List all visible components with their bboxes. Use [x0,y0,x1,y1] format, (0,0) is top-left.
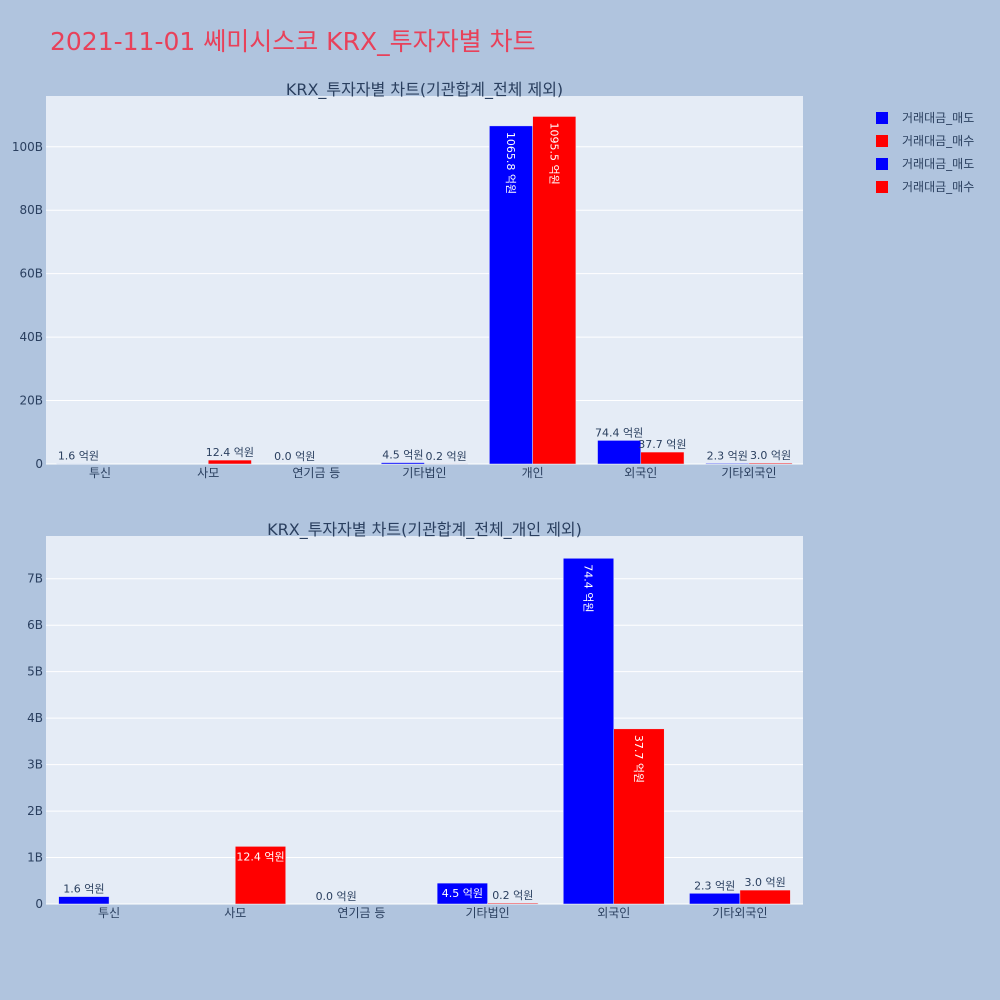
y-tick-label: 6B [27,618,43,632]
data-label: 12.4 억원 [206,446,254,459]
bar-sell [436,882,488,905]
x-tick-label: 기타외국인 [712,906,767,920]
y-tick-label: 4B [27,711,43,725]
x-tick-label: 사모 [224,906,246,920]
bar-buy [748,462,793,465]
y-tick-label: 7B [27,572,43,586]
data-label: 0.2 억원 [492,889,533,902]
x-tick-label: 외국인 [597,906,630,920]
data-label: 1.6 억원 [63,883,104,896]
y-tick-label: 1B [27,851,43,865]
y-tick-label: 80B [19,203,43,217]
data-label: 2.3 억원 [707,449,748,462]
bar-sell [597,440,642,465]
data-label: 4.5 억원 [442,887,483,900]
legend-item[interactable]: 거래대금_매도 [876,152,974,175]
bar-buy [532,116,577,465]
bar-sell [689,893,741,905]
chart-title: KRX_투자자별 차트(기관합계_전체 제외) [286,80,563,100]
data-label: 1.6 억원 [58,449,99,462]
bar-buy [235,846,286,905]
x-tick-label: 외국인 [624,466,657,480]
bar-sell [705,463,750,465]
x-tick-label: 기타법인 [465,906,509,920]
data-label: 74.4 억원 [582,564,595,612]
y-tick-label: 100B [12,140,43,154]
legend-item[interactable]: 거래대금_매수 [876,175,974,198]
y-tick-label: 0 [35,897,43,911]
y-tick-label: 3B [27,758,43,772]
data-label: 74.4 억원 [595,426,643,439]
bar-sell [380,462,425,465]
legend: 거래대금_매도 거래대금_매수 거래대금_매도 거래대금_매수 [876,106,974,198]
legend-swatch [876,111,888,124]
data-label: 0.0 억원 [274,450,315,463]
data-label: 3.0 억원 [750,449,791,462]
data-label: 1065.8 억원 [504,132,517,194]
y-tick-label: 0 [35,457,43,471]
y-tick-label: 40B [19,330,43,344]
legend-label: 거래대금_매수 [902,180,975,194]
data-label: 12.4 억원 [236,850,284,863]
data-label: 0.2 억원 [426,450,467,463]
bar-buy [487,902,539,905]
legend-label: 거래대금_매수 [902,134,975,148]
bar-sell [58,896,110,905]
legend-item[interactable]: 거래대금_매도 [876,106,974,129]
y-tick-label: 60B [19,267,43,281]
legend-item[interactable]: 거래대금_매수 [876,129,974,152]
data-label: 3.0 억원 [745,876,786,889]
legend-swatch [876,180,888,193]
data-label: 0.0 억원 [316,890,357,903]
x-tick-label: 기타법인 [402,466,446,480]
bar-sell [563,558,614,905]
legend-label: 거래대금_매도 [902,157,975,171]
bar-sell [56,463,101,465]
legend-swatch [876,134,888,147]
bar-buy [640,451,685,465]
data-label: 4.5 억원 [382,449,423,462]
x-tick-label: 연기금 등 [292,466,340,480]
x-tick-label: 개인 [522,466,544,480]
y-tick-label: 20B [19,394,43,408]
chart-title: KRX_투자자별 차트(기관합계_전체_개인 제외) [267,520,582,540]
plot-area [46,536,803,904]
plot-area [46,96,803,464]
data-label: 1095.5 억원 [547,122,560,184]
page-title: 2021-11-01 쎄미시스코 KRX_투자자별 차트 [50,27,536,56]
data-label: 2.3 억원 [694,879,735,892]
x-tick-label: 투신 [98,906,120,920]
x-tick-label: 기타외국인 [721,466,776,480]
x-tick-label: 사모 [197,466,219,480]
legend-swatch [876,157,888,170]
bar-buy [739,889,791,905]
bar-buy [613,728,665,905]
legend-label: 거래대금_매도 [902,111,975,125]
bar-buy [207,459,252,465]
data-label: 37.7 억원 [638,438,686,451]
x-tick-label: 투신 [89,466,111,480]
data-label: 37.7 억원 [632,735,645,783]
y-tick-label: 2B [27,804,43,818]
x-tick-label: 연기금 등 [337,906,385,920]
y-tick-label: 5B [27,665,43,679]
